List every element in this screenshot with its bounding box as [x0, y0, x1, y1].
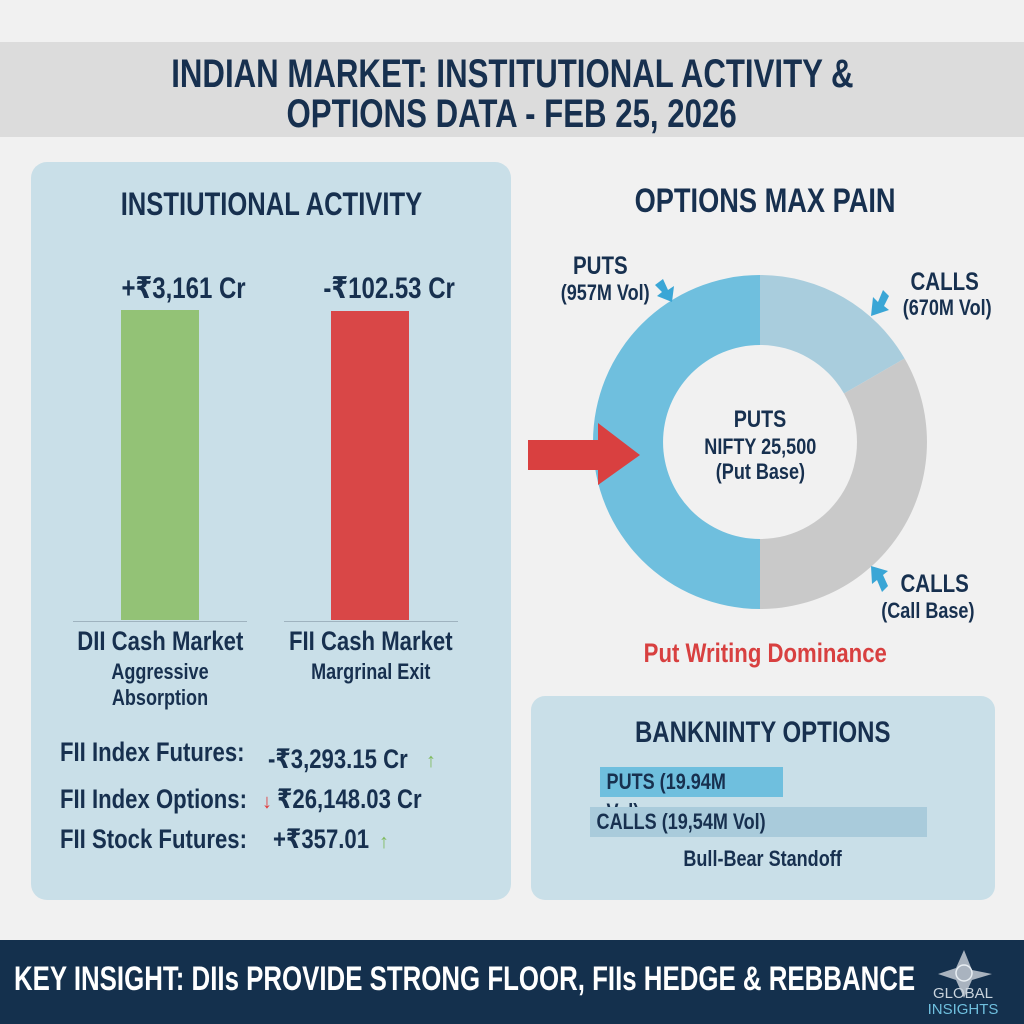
fii-bar-subtitle: Margrinal Exit: [311, 659, 431, 684]
fii-index-options-value-wrap: ↓ ₹26,148.03 Cr: [262, 784, 453, 815]
logo-text-global: GLOBAL: [932, 985, 994, 1002]
fii-index-options-value: ₹26,148.03 Cr: [277, 784, 422, 814]
puts-pointer-arrow-icon: [655, 279, 674, 302]
center-puts-label: PUTS: [733, 406, 787, 433]
key-insight-text: KEY INSIGHT: DIIs PROVIDE STRONG FLOOR, …: [14, 960, 916, 998]
dii-value-label: +₹3,161 Cr: [121, 272, 247, 305]
dii-bar: [121, 310, 199, 620]
banknifty-calls-bar: CALLS (19,54M Vol): [590, 807, 927, 837]
dii-bar-name: DII Cash Market: [76, 626, 244, 656]
calls-label: CALLS: [910, 268, 980, 296]
fii-index-futures-value: -₹3,293.15 Cr: [268, 744, 408, 774]
puts-label: PUTS: [572, 252, 628, 280]
fii-index-options-row: FII Index Options:: [60, 784, 288, 815]
title-band: [0, 42, 1024, 137]
fii-index-options-label: FII Index Options:: [60, 784, 247, 814]
center-nifty-strike: NIFTY 25,500: [704, 434, 816, 459]
arrow-down-icon: ↓: [262, 791, 272, 813]
calls-volume: (670M Vol): [903, 295, 992, 320]
banknifty-options-panel: BANKNINTY OPTIONS PUTS (19.94M Vol) CALL…: [531, 696, 995, 900]
red-pointer-arrow-icon: [528, 423, 640, 485]
arrow-up-icon: ↑: [379, 831, 389, 853]
fii-bar-name: FII Cash Market: [289, 626, 453, 656]
calls-pointer-arrow-icon: [871, 290, 889, 316]
fii-stock-futures-label: FII Stock Futures:: [60, 824, 247, 854]
call-base-label: CALLS: [900, 570, 970, 598]
fii-index-futures-value-wrap: -₹3,293.15 Cr ↑: [268, 744, 438, 775]
fii-baseline: [284, 621, 458, 622]
fii-bar: [331, 311, 409, 620]
logo-text-insights: INSIGHTS: [927, 1001, 999, 1018]
fii-index-futures-label: FII Index Futures:: [60, 737, 245, 767]
banknifty-title: BANKNINTY OPTIONS: [635, 716, 891, 749]
puts-segment: [593, 275, 760, 609]
calls-segment: [760, 275, 905, 394]
page-title-line-1: INDIAN MARKET: INSTITUTIONAL ACTIVITY &: [170, 52, 854, 96]
institutional-activity-panel: INSTIUTIONAL ACTIVITY +₹3,161 Cr DII Cas…: [31, 162, 511, 900]
dii-bar-subtitle: Aggressive Absorption: [111, 659, 209, 710]
fii-value-label: -₹102.53 Cr: [323, 272, 455, 305]
options-max-pain-title: OPTIONS MAX PAIN: [634, 182, 896, 220]
panel-title: INSTIUTIONAL ACTIVITY: [120, 186, 422, 222]
fii-stock-futures-value-wrap: +₹357.01 ↑: [273, 824, 390, 855]
key-insight-footer: KEY INSIGHT: DIIs PROVIDE STRONG FLOOR, …: [0, 940, 1024, 1024]
call-base-pointer-arrow-icon: [871, 566, 888, 592]
dii-baseline: [73, 621, 247, 622]
fii-stock-futures-value: +₹357.01: [273, 824, 370, 854]
center-put-base: (Put Base): [715, 459, 805, 484]
put-writing-dominance-note: Put Writing Dominance: [643, 638, 887, 668]
global-insights-logo-icon: [938, 950, 992, 998]
fii-index-futures-row: FII Index Futures:: [60, 737, 285, 768]
banknifty-subtitle: Bull-Bear Standoff: [683, 846, 843, 871]
banknifty-puts-bar: PUTS (19.94M Vol): [600, 767, 783, 824]
call-base-segment: [760, 358, 927, 609]
fii-stock-futures-row: FII Stock Futures:: [60, 824, 288, 855]
puts-volume: (957M Vol): [560, 280, 650, 305]
page-title-line-2: OPTIONS DATA - FEB 25, 2026: [286, 92, 738, 136]
call-base-sub: (Call Base): [880, 598, 975, 623]
arrow-up-icon: ↑: [426, 750, 436, 772]
